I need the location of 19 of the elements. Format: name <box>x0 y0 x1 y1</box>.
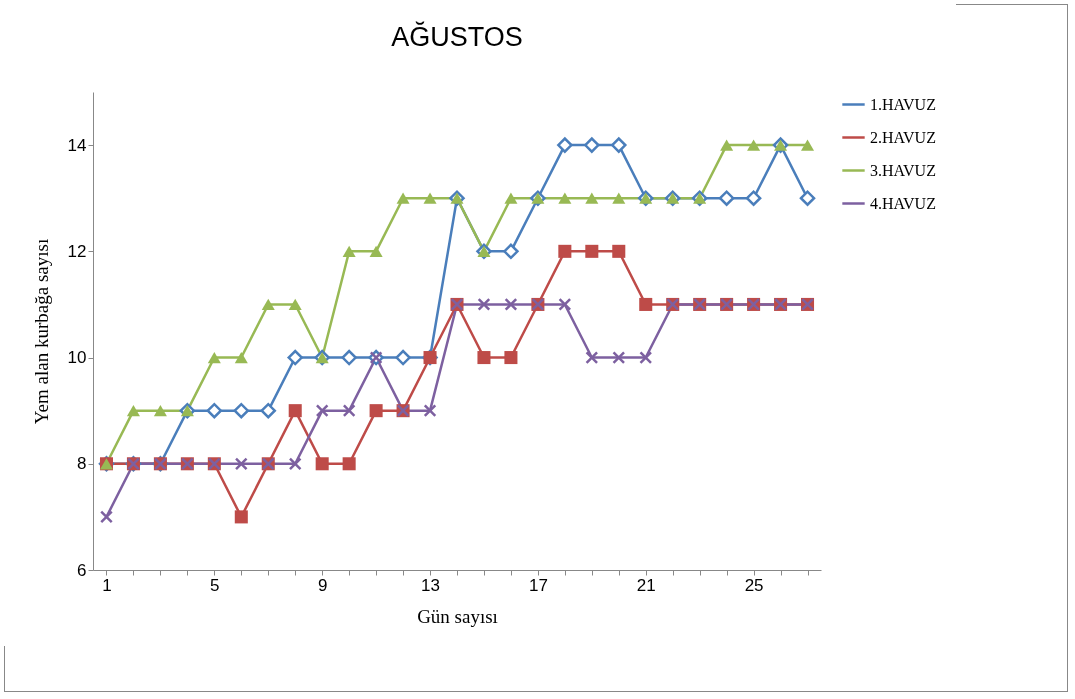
x-tick-label: 13 <box>421 575 440 595</box>
x-axis-title: Gün sayısı <box>417 605 498 627</box>
chart-title: AĞUSTOS <box>391 21 523 52</box>
x-tick-label: 1 <box>102 575 112 595</box>
y-tick-label: 12 <box>67 241 87 261</box>
y-tick-label: 14 <box>67 135 87 155</box>
x-tick-label: 17 <box>528 575 548 595</box>
x-tick-label: 5 <box>210 575 220 595</box>
y-tick-label: 8 <box>77 454 87 474</box>
y-tick-label: 6 <box>77 560 87 580</box>
x-tick-label: 9 <box>317 575 328 595</box>
y-axis-title: Yem alan kurbağa sayısı <box>30 238 52 425</box>
x-tick-label: 21 <box>636 575 656 595</box>
legend-label: 1.HAVUZ <box>870 95 936 113</box>
x-tick-label: 25 <box>744 575 764 595</box>
y-tick-label: 10 <box>67 348 87 368</box>
legend-label: 3.HAVUZ <box>870 161 936 179</box>
legend-label: 4.HAVUZ <box>870 194 936 212</box>
legend-label: 2.HAVUZ <box>870 128 936 146</box>
